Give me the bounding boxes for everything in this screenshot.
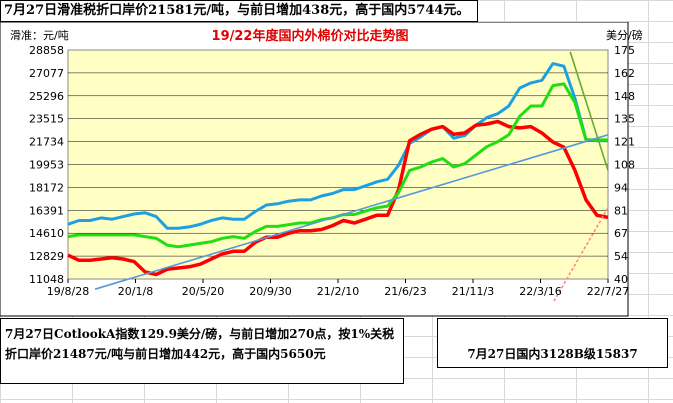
headline-box: 7月27日滑准税折口岸价21581元/吨，与前日增加438元，高于国内5744元… — [0, 0, 478, 22]
left-tick-label: 16391 — [29, 204, 64, 217]
right-tick-label: 54 — [614, 250, 628, 263]
right-tick-label: 40 — [614, 273, 628, 286]
right-tick-label: 135 — [614, 113, 635, 126]
left-tick-label: 11048 — [29, 273, 64, 286]
left-tick-label: 25296 — [29, 90, 64, 103]
right-tick-label: 108 — [614, 159, 635, 172]
series-lines — [67, 51, 609, 302]
x-tick-label: 21/6/23 — [384, 285, 426, 298]
price-chart: 28858 27077 25296 23515 21734 19953 18172 16391… — [0, 22, 643, 317]
right-axis-label: 美分/磅 — [606, 28, 643, 42]
right-tick-label: 94 — [614, 181, 628, 194]
left-tick-label: 19953 — [29, 159, 64, 172]
series-line-5 — [553, 207, 609, 302]
x-tick-label: 20/9/30 — [249, 285, 291, 298]
right-tick-label: 81 — [614, 204, 628, 217]
x-tick-label: 22/7/27 — [587, 285, 629, 298]
cotlook-info-box: 7月27日CotlookA指数129.9美分/磅，与前日增加270点，按1%关税… — [0, 318, 404, 384]
left-tick-label: 14610 — [29, 227, 64, 240]
series-line-4 — [94, 134, 609, 290]
right-tick-label: 162 — [614, 67, 635, 80]
right-tick-label: 121 — [614, 136, 635, 149]
right-tick-label: 148 — [614, 90, 635, 103]
series-line-1 — [67, 119, 609, 277]
left-axis-label: 滑准：元/吨 — [10, 29, 69, 42]
x-axis: 19/8/28 20/1/8 20/5/20 20/9/30 21/2/10 21/6/2… — [47, 279, 629, 298]
series-line-3 — [569, 51, 609, 171]
left-tick-label: 28858 — [29, 44, 64, 57]
x-tick-label: 22/3/16 — [519, 285, 561, 298]
x-tick-label: 21/2/10 — [317, 285, 359, 298]
x-tick-label: 20/1/8 — [118, 285, 153, 298]
left-tick-label: 12829 — [29, 250, 64, 263]
domestic-price-box: 7月27日国内3128B级15837 — [437, 318, 668, 368]
left-tick-label: 27077 — [29, 67, 64, 80]
left-tick-label: 21734 — [29, 136, 64, 149]
right-tick-label: 67 — [614, 227, 628, 240]
left-tick-label: 23515 — [29, 113, 64, 126]
left-tick-label: 18172 — [29, 181, 64, 194]
right-tick-label: 175 — [614, 44, 635, 57]
left-axis: 28858 27077 25296 23515 21734 19953 18172 16391… — [29, 44, 64, 286]
series-line-0 — [67, 62, 608, 230]
chart-title: 19/22年度国内外棉价对比走势图 — [212, 28, 409, 44]
x-tick-label: 21/11/3 — [452, 285, 494, 298]
right-axis: 175 162 148 135 121 108 94 81 67 54 40 — [614, 44, 635, 286]
x-tick-label: 19/8/28 — [47, 285, 89, 298]
x-tick-label: 20/5/20 — [182, 285, 224, 298]
